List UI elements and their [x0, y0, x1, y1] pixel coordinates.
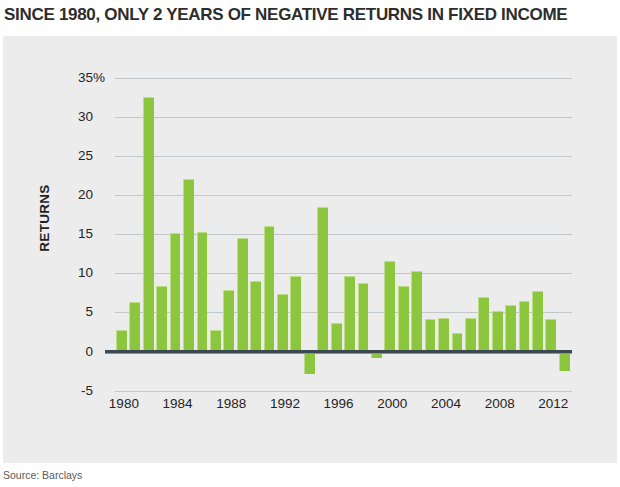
y-tick--5: -5 — [33, 384, 93, 398]
bar-2012 — [545, 319, 556, 353]
bar-1998 — [358, 283, 369, 353]
x-tick-1988: 1988 — [209, 397, 253, 411]
gridline--5 — [115, 391, 572, 392]
bar-2009 — [505, 305, 516, 353]
bar-2003 — [425, 319, 436, 353]
bar-1986 — [197, 232, 208, 353]
y-tick-30: 30 — [33, 110, 93, 124]
page-title: SINCE 1980, ONLY 2 YEARS OF NEGATIVE RET… — [4, 5, 616, 25]
bar-2011 — [532, 291, 543, 353]
y-tick-5: 5 — [33, 305, 93, 319]
x-tick-2008: 2008 — [478, 397, 522, 411]
x-tick-2004: 2004 — [424, 397, 468, 411]
x-tick-1996: 1996 — [317, 397, 361, 411]
bar-1982 — [143, 97, 154, 353]
bar-1991 — [264, 226, 275, 353]
chart-panel — [3, 36, 617, 463]
bar-2004 — [438, 318, 449, 353]
bar-2010 — [519, 301, 530, 353]
x-tick-1980: 1980 — [102, 397, 146, 411]
bar-2001 — [398, 286, 409, 353]
zero-axis-line — [105, 350, 572, 354]
y-tick-15: 15 — [33, 227, 93, 241]
y-tick-20: 20 — [33, 188, 93, 202]
bar-2008 — [492, 311, 503, 353]
gridline-30 — [115, 117, 572, 118]
bar-2007 — [478, 297, 489, 353]
bar-1989 — [237, 238, 248, 353]
bar-1993 — [290, 276, 301, 353]
x-tick-1984: 1984 — [156, 397, 200, 411]
y-tick-25: 25 — [33, 149, 93, 163]
x-tick-2012: 2012 — [531, 397, 575, 411]
y-tick-0: 0 — [33, 345, 93, 359]
bar-2000 — [384, 261, 395, 353]
gridline-25 — [115, 156, 572, 157]
bar-1990 — [250, 281, 261, 353]
bar-1994 — [304, 350, 315, 374]
bar-2006 — [465, 318, 476, 353]
bar-1995 — [317, 207, 328, 353]
x-tick-2000: 2000 — [370, 397, 414, 411]
bar-1992 — [277, 294, 288, 353]
source-note: Source: Barclays — [3, 469, 82, 481]
bar-2002 — [411, 271, 422, 353]
bar-1985 — [183, 179, 194, 353]
fixed-income-returns-chart: SINCE 1980, ONLY 2 YEARS OF NEGATIVE RET… — [0, 0, 620, 487]
x-tick-1992: 1992 — [263, 397, 307, 411]
bar-1984 — [170, 233, 181, 353]
bar-1988 — [223, 290, 234, 353]
bar-1983 — [156, 286, 167, 353]
gridline-35 — [115, 78, 572, 79]
bar-1981 — [129, 302, 140, 353]
y-tick-35: 35% — [45, 71, 105, 85]
bar-1997 — [344, 276, 355, 353]
y-tick-10: 10 — [33, 266, 93, 280]
